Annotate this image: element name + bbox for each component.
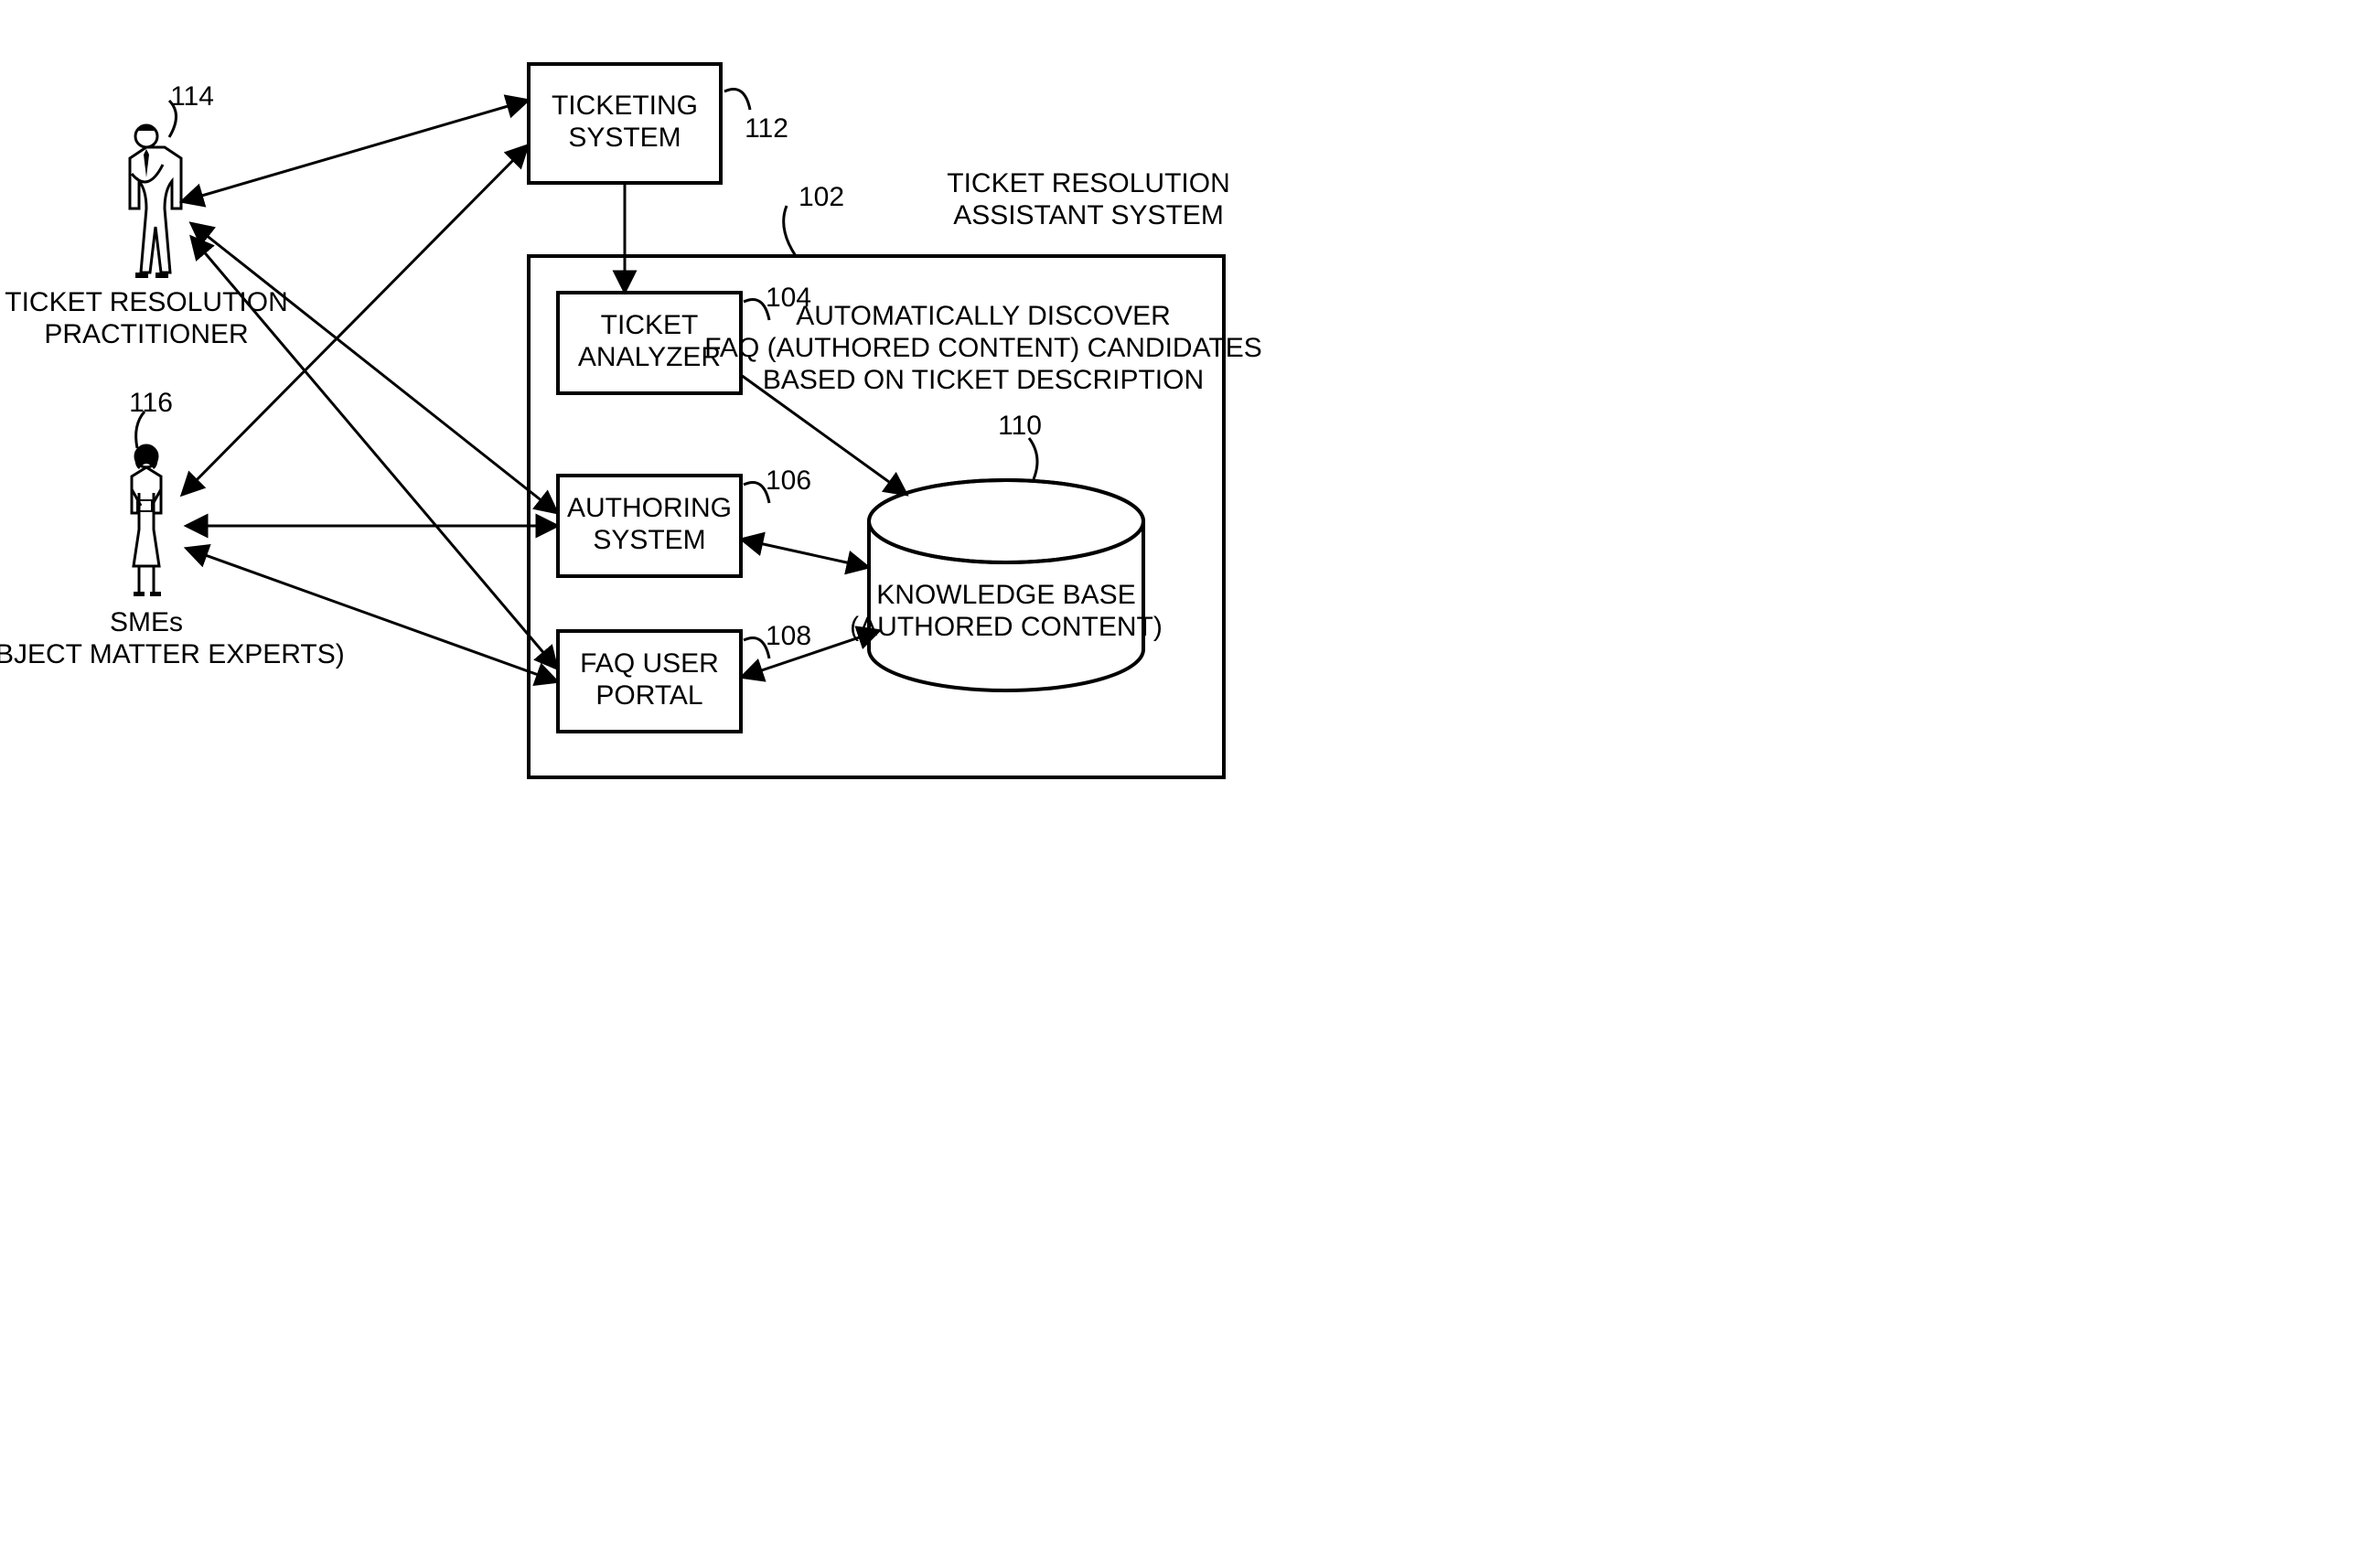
ticket-analyzer-label-2: ANALYZER: [578, 342, 721, 372]
ticketing-system-ref: 112: [745, 113, 788, 144]
faq-portal-node: FAQ USER PORTAL 108: [558, 621, 811, 732]
discover-note-1: AUTOMATICALLY DISCOVER: [796, 301, 1171, 331]
diagram-canvas: TICKETING SYSTEM 112 TICKET RESOLUTION A…: [0, 0, 1321, 867]
discover-note-3: BASED ON TICKET DESCRIPTION: [763, 365, 1204, 395]
ticketing-system-label-1: TICKETING: [552, 91, 698, 121]
ticketing-system-label-2: SYSTEM: [568, 123, 681, 153]
knowledge-base-ref: 110: [998, 411, 1042, 441]
assistant-system-title-1: TICKET RESOLUTION: [947, 168, 1230, 198]
sme-label-2: (SUBJECT MATTER EXPERTS): [0, 639, 345, 669]
knowledge-base-node: KNOWLEDGE BASE (AUTHORED CONTENT) 110: [850, 411, 1163, 690]
practitioner-figure: [130, 124, 181, 278]
faq-portal-label-1: FAQ USER: [580, 648, 719, 679]
discover-note: AUTOMATICALLY DISCOVER FAQ (AUTHORED CON…: [704, 301, 1261, 395]
faq-portal-ref: 108: [766, 621, 811, 651]
practitioner-ref: 114: [170, 81, 214, 112]
edge-authoring-kb: [743, 540, 867, 567]
ticket-analyzer-label-1: TICKET: [601, 310, 699, 340]
ticketing-system-node: TICKETING SYSTEM 112: [529, 64, 788, 183]
knowledge-base-label-2: (AUTHORED CONTENT): [850, 612, 1163, 642]
sme-ref: 116: [129, 388, 173, 418]
assistant-system-title-2: ASSISTANT SYSTEM: [953, 200, 1224, 230]
assistant-system-ref: 102: [799, 182, 844, 212]
sme-label-1: SMEs: [110, 607, 183, 637]
authoring-system-node: AUTHORING SYSTEM 106: [558, 465, 811, 576]
sme-figure: [132, 444, 161, 596]
authoring-system-label-2: SYSTEM: [593, 525, 705, 555]
edge-practitioner-authoring: [192, 224, 556, 512]
discover-note-2: FAQ (AUTHORED CONTENT) CANDIDATES: [704, 333, 1261, 363]
authoring-system-ref: 106: [766, 465, 811, 496]
knowledge-base-label-1: KNOWLEDGE BASE: [876, 580, 1135, 610]
edge-practitioner-ticketing: [183, 101, 527, 201]
practitioner-label-2: PRACTITIONER: [44, 319, 248, 349]
faq-portal-label-2: PORTAL: [595, 680, 702, 711]
authoring-system-label-1: AUTHORING: [567, 493, 732, 523]
